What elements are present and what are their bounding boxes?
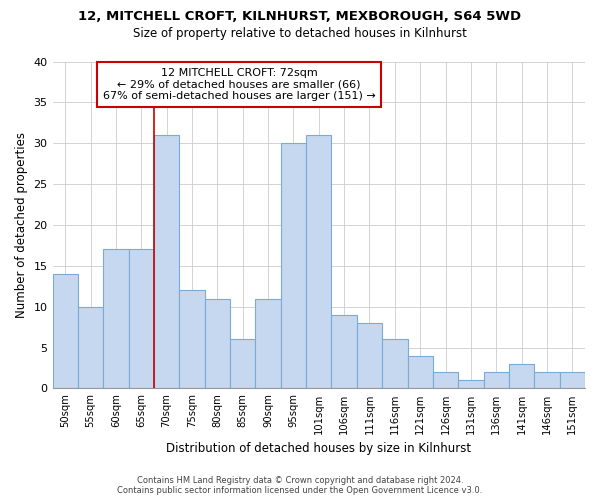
Bar bbox=[205, 298, 230, 388]
Bar bbox=[103, 250, 128, 388]
Bar bbox=[357, 323, 382, 388]
Bar bbox=[509, 364, 534, 388]
Y-axis label: Number of detached properties: Number of detached properties bbox=[15, 132, 28, 318]
Bar bbox=[281, 143, 306, 388]
Bar bbox=[179, 290, 205, 388]
Text: 12 MITCHELL CROFT: 72sqm
← 29% of detached houses are smaller (66)
67% of semi-d: 12 MITCHELL CROFT: 72sqm ← 29% of detach… bbox=[103, 68, 375, 101]
Bar bbox=[560, 372, 585, 388]
Bar bbox=[78, 306, 103, 388]
Bar bbox=[306, 135, 331, 388]
Bar bbox=[534, 372, 560, 388]
Bar bbox=[128, 250, 154, 388]
Bar bbox=[331, 315, 357, 388]
Bar bbox=[256, 298, 281, 388]
Text: 12, MITCHELL CROFT, KILNHURST, MEXBOROUGH, S64 5WD: 12, MITCHELL CROFT, KILNHURST, MEXBOROUG… bbox=[79, 10, 521, 23]
Bar bbox=[382, 340, 407, 388]
Bar bbox=[230, 340, 256, 388]
Text: Contains HM Land Registry data © Crown copyright and database right 2024.
Contai: Contains HM Land Registry data © Crown c… bbox=[118, 476, 482, 495]
Bar bbox=[407, 356, 433, 388]
Bar bbox=[458, 380, 484, 388]
Bar bbox=[154, 135, 179, 388]
Bar bbox=[433, 372, 458, 388]
Bar bbox=[484, 372, 509, 388]
Text: Size of property relative to detached houses in Kilnhurst: Size of property relative to detached ho… bbox=[133, 28, 467, 40]
Bar bbox=[53, 274, 78, 388]
X-axis label: Distribution of detached houses by size in Kilnhurst: Distribution of detached houses by size … bbox=[166, 442, 472, 455]
